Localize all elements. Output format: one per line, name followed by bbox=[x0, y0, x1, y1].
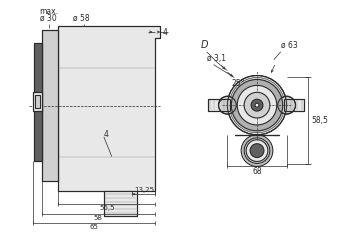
Circle shape bbox=[231, 79, 283, 131]
Circle shape bbox=[246, 140, 268, 161]
Circle shape bbox=[278, 96, 296, 114]
Circle shape bbox=[241, 135, 273, 166]
Circle shape bbox=[219, 96, 236, 114]
Text: 25°: 25° bbox=[231, 79, 245, 88]
Circle shape bbox=[244, 138, 270, 164]
Polygon shape bbox=[104, 191, 137, 216]
Circle shape bbox=[244, 92, 270, 118]
Circle shape bbox=[255, 103, 259, 107]
Circle shape bbox=[227, 76, 287, 135]
Bar bbox=[35, 95, 40, 108]
Text: 4: 4 bbox=[104, 130, 109, 139]
Text: ø 63: ø 63 bbox=[281, 41, 297, 50]
Circle shape bbox=[237, 85, 277, 125]
Text: 58,5: 58,5 bbox=[311, 116, 328, 125]
Polygon shape bbox=[208, 99, 230, 111]
Text: 56,5: 56,5 bbox=[99, 205, 115, 211]
Polygon shape bbox=[58, 26, 160, 191]
Circle shape bbox=[229, 77, 285, 133]
Text: 68: 68 bbox=[252, 167, 262, 176]
Text: ø 58: ø 58 bbox=[73, 14, 90, 23]
Circle shape bbox=[250, 144, 264, 158]
Polygon shape bbox=[284, 99, 304, 111]
Text: 4: 4 bbox=[162, 27, 167, 36]
Text: D: D bbox=[201, 40, 209, 50]
Polygon shape bbox=[33, 92, 42, 111]
Text: 65: 65 bbox=[90, 224, 99, 230]
Text: 13,25: 13,25 bbox=[134, 187, 154, 193]
Text: ø 3,1: ø 3,1 bbox=[206, 54, 226, 63]
Text: 58: 58 bbox=[94, 215, 103, 221]
Polygon shape bbox=[42, 30, 58, 181]
Text: max.: max. bbox=[40, 7, 59, 16]
Polygon shape bbox=[34, 43, 42, 161]
Circle shape bbox=[251, 99, 263, 111]
Text: ø 30: ø 30 bbox=[40, 14, 56, 23]
